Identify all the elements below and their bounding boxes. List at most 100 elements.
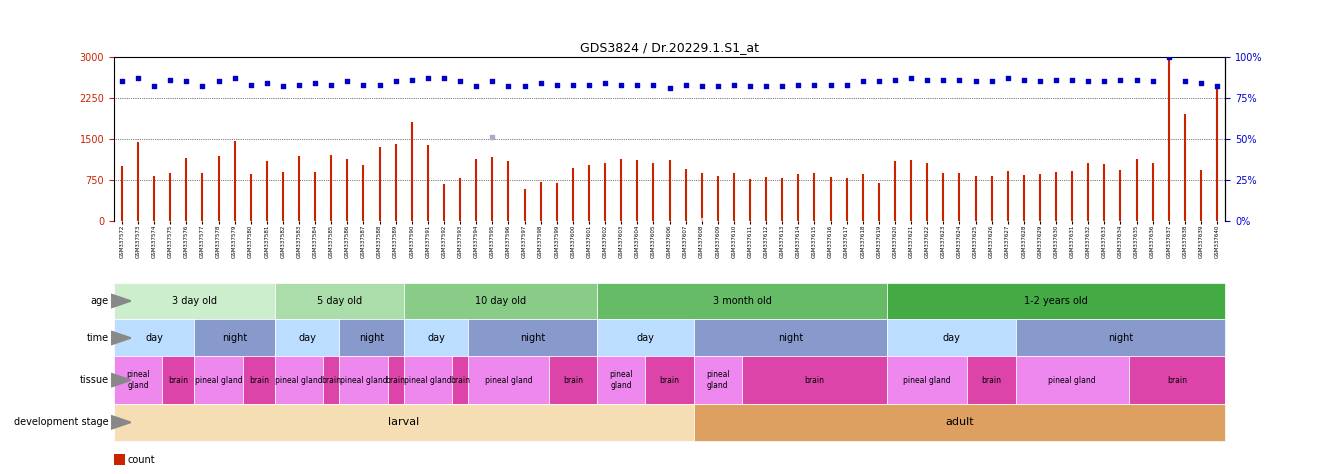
Text: pineal
gland: pineal gland bbox=[609, 371, 633, 390]
Point bbox=[900, 74, 921, 82]
Text: night: night bbox=[520, 333, 545, 343]
Point bbox=[159, 76, 181, 83]
Text: pineal
gland: pineal gland bbox=[126, 371, 150, 390]
Bar bbox=[597, 356, 645, 404]
Bar bbox=[1129, 356, 1225, 404]
Text: brain: brain bbox=[386, 376, 406, 384]
Point bbox=[482, 78, 503, 85]
Bar bbox=[694, 319, 886, 356]
Point bbox=[643, 81, 664, 89]
Bar bbox=[1016, 319, 1225, 356]
Text: development stage: development stage bbox=[13, 417, 108, 428]
Point bbox=[224, 74, 245, 82]
Point bbox=[755, 82, 777, 90]
Text: night: night bbox=[222, 333, 248, 343]
Point bbox=[981, 78, 1003, 85]
Bar bbox=[645, 356, 694, 404]
Point bbox=[498, 82, 520, 90]
Point bbox=[1078, 78, 1099, 85]
Point bbox=[739, 82, 761, 90]
Point bbox=[191, 82, 213, 90]
Point bbox=[787, 81, 809, 89]
Text: age: age bbox=[90, 296, 108, 306]
Point bbox=[304, 79, 325, 87]
Point bbox=[562, 81, 584, 89]
Point bbox=[998, 74, 1019, 82]
Point bbox=[240, 81, 261, 89]
Point bbox=[418, 74, 439, 82]
Point bbox=[1014, 76, 1035, 83]
Text: day: day bbox=[943, 333, 960, 343]
Text: night: night bbox=[778, 333, 803, 343]
Bar bbox=[194, 319, 274, 356]
Bar bbox=[886, 283, 1225, 319]
Bar bbox=[404, 356, 453, 404]
Point bbox=[466, 82, 487, 90]
Bar bbox=[274, 283, 404, 319]
Point bbox=[723, 81, 744, 89]
Bar bbox=[339, 356, 387, 404]
Point bbox=[884, 76, 905, 83]
Point bbox=[707, 82, 728, 90]
Text: brain: brain bbox=[660, 376, 679, 384]
Bar bbox=[323, 356, 339, 404]
Point bbox=[320, 81, 341, 89]
Bar bbox=[597, 319, 694, 356]
Bar bbox=[404, 319, 469, 356]
Bar bbox=[274, 319, 339, 356]
Text: pineal gland: pineal gland bbox=[485, 376, 532, 384]
Point bbox=[852, 78, 873, 85]
Text: pineal gland: pineal gland bbox=[340, 376, 387, 384]
Polygon shape bbox=[111, 374, 131, 387]
Text: 3 day old: 3 day old bbox=[171, 296, 217, 306]
Text: night: night bbox=[1107, 333, 1133, 343]
Point bbox=[1206, 82, 1228, 90]
Text: day: day bbox=[636, 333, 655, 343]
Point bbox=[402, 76, 423, 83]
Bar bbox=[194, 356, 242, 404]
Point bbox=[1174, 78, 1196, 85]
Polygon shape bbox=[111, 416, 131, 429]
Text: brain: brain bbox=[450, 376, 470, 384]
Point bbox=[1094, 78, 1115, 85]
Bar bbox=[597, 283, 886, 319]
Point bbox=[336, 78, 358, 85]
Point bbox=[434, 74, 455, 82]
Point bbox=[949, 76, 971, 83]
Text: count: count bbox=[127, 455, 155, 465]
Polygon shape bbox=[111, 331, 131, 345]
Bar bbox=[114, 319, 194, 356]
Bar bbox=[1016, 356, 1129, 404]
Point bbox=[771, 82, 793, 90]
Bar bbox=[549, 356, 597, 404]
Point bbox=[111, 78, 133, 85]
Text: 3 month old: 3 month old bbox=[712, 296, 771, 306]
Point bbox=[691, 82, 712, 90]
Point bbox=[352, 81, 374, 89]
Bar bbox=[469, 319, 597, 356]
Bar bbox=[404, 283, 597, 319]
Text: tissue: tissue bbox=[79, 375, 108, 385]
Text: 1-2 years old: 1-2 years old bbox=[1024, 296, 1089, 306]
Point bbox=[127, 74, 149, 82]
Bar bbox=[694, 356, 742, 404]
Point bbox=[868, 78, 889, 85]
Title: GDS3824 / Dr.20229.1.S1_at: GDS3824 / Dr.20229.1.S1_at bbox=[580, 41, 759, 54]
Point bbox=[965, 78, 987, 85]
Point bbox=[1190, 79, 1212, 87]
Text: night: night bbox=[359, 333, 384, 343]
Bar bbox=[339, 319, 404, 356]
Text: time: time bbox=[86, 333, 108, 343]
Point bbox=[627, 81, 648, 89]
Point bbox=[143, 82, 165, 90]
Point bbox=[836, 81, 857, 89]
Point bbox=[1110, 76, 1131, 83]
Bar bbox=[968, 356, 1016, 404]
Point bbox=[530, 79, 552, 87]
Bar bbox=[742, 356, 886, 404]
Text: brain: brain bbox=[562, 376, 582, 384]
Text: adult: adult bbox=[945, 417, 973, 428]
Point bbox=[546, 81, 568, 89]
Text: day: day bbox=[299, 333, 316, 343]
Bar bbox=[114, 404, 694, 441]
